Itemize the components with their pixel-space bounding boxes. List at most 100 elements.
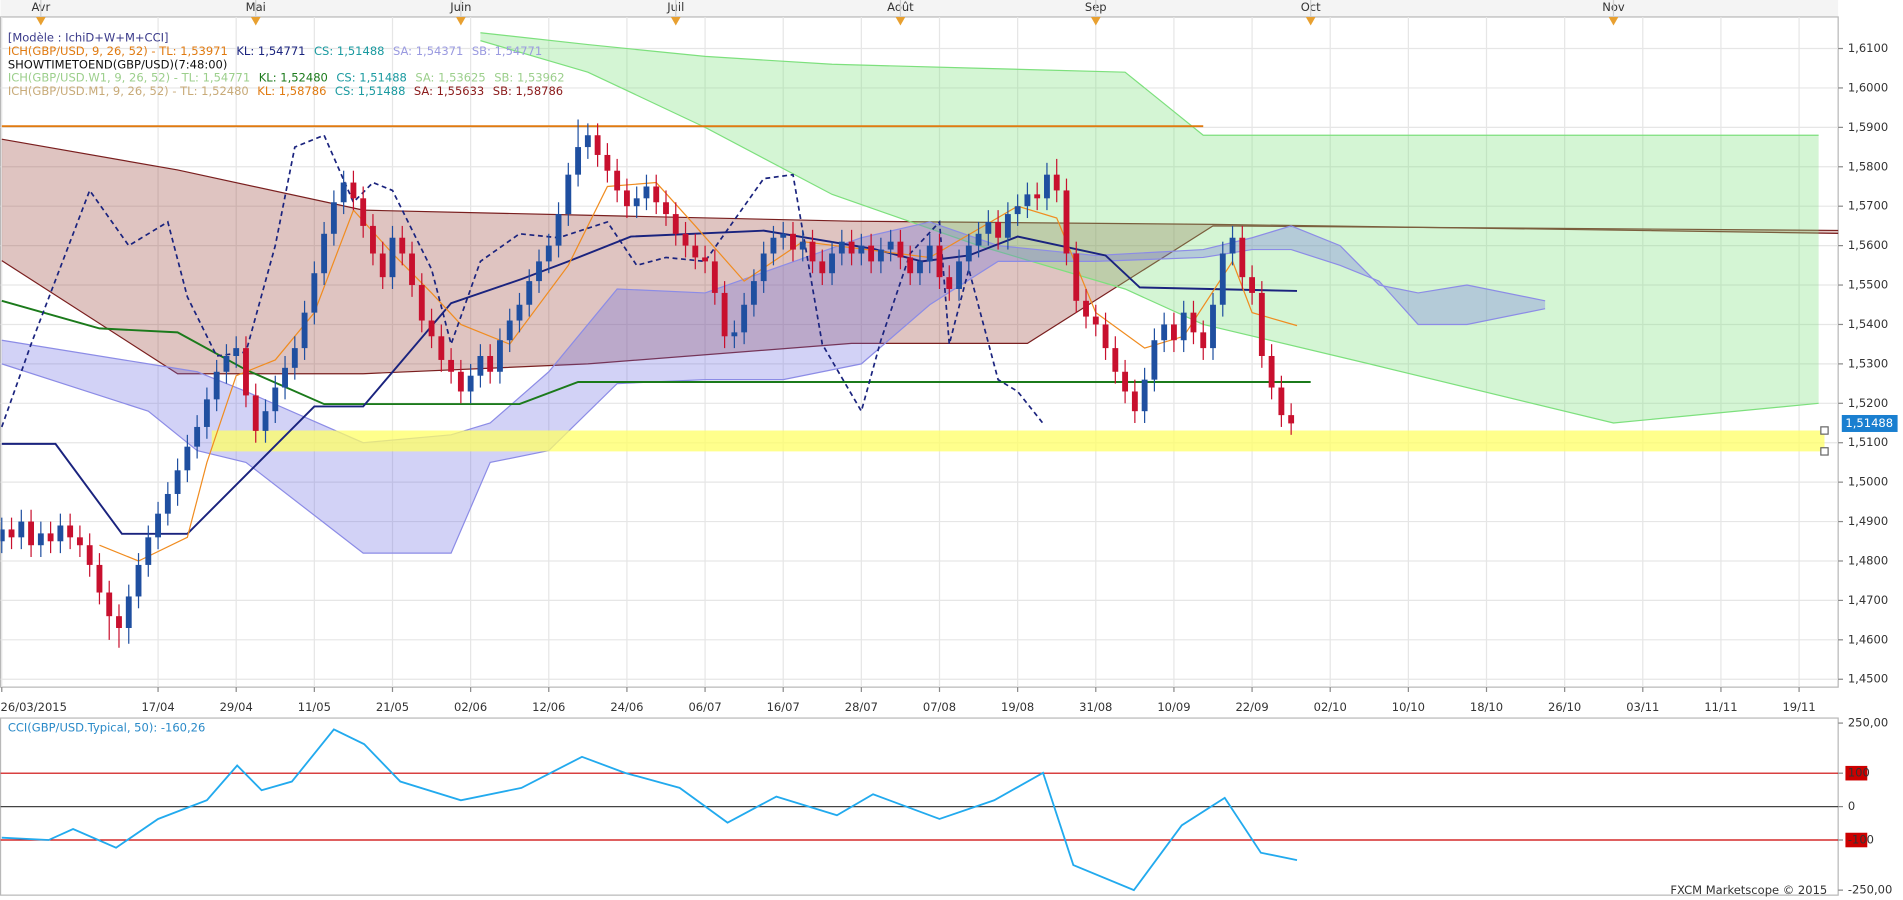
month-marker	[1090, 16, 1101, 26]
candle-body	[1258, 292, 1265, 356]
indicator-part: [Modèle : IchiD+W+M+CCI]	[8, 30, 169, 44]
cci-plot	[0, 728, 1839, 892]
indicator-part: ICH(GBP/USD, 9, 26, 52) - TL: 1,53971	[8, 43, 228, 57]
candle-body	[956, 261, 962, 289]
y-tick-label: 100	[1848, 766, 1870, 780]
candle-body	[907, 257, 914, 274]
candle-body	[155, 513, 161, 538]
candle-body	[1239, 237, 1246, 278]
y-tick-label: 1,5300	[1848, 356, 1888, 370]
candle-body	[0, 529, 5, 542]
candle-body	[116, 616, 122, 628]
candle-body	[516, 304, 523, 321]
candle-body	[67, 525, 74, 538]
candle-body	[370, 225, 376, 254]
x-tick-label: 31/08	[1079, 700, 1112, 714]
x-tick-label: 22/09	[1235, 700, 1268, 714]
candle-body	[672, 214, 679, 234]
last-price-tag	[1841, 414, 1898, 432]
candle-body	[252, 395, 259, 431]
cloud-lower	[1, 225, 1839, 375]
candle-body	[1268, 355, 1275, 388]
candle-body	[428, 320, 435, 337]
candle-body	[623, 190, 630, 207]
candle-body	[135, 564, 142, 597]
y-tick-label: 1,4900	[1848, 514, 1888, 528]
candle-body	[1063, 190, 1070, 254]
candle-body	[164, 493, 171, 514]
candle-body	[760, 253, 767, 282]
indicator-part: CS: 1,51488	[336, 70, 407, 84]
y-tick-label: 1,5000	[1848, 475, 1888, 489]
candle-body	[1141, 379, 1148, 412]
candle-body	[819, 261, 826, 274]
y-tick-label: -100	[1848, 833, 1874, 847]
candle-body	[1092, 316, 1099, 325]
candle-body	[1073, 253, 1080, 301]
x-tick-label: 11/11	[1704, 700, 1737, 714]
indicator-part: SB: 1,54771	[472, 43, 542, 57]
indicator-part: KL: 1,52480	[259, 70, 328, 84]
y-tick-label: 1,5900	[1848, 120, 1888, 134]
candle-body	[379, 253, 386, 278]
x-tick-label: 10/09	[1157, 700, 1190, 714]
month-strip	[0, 0, 1839, 17]
y-tick-label: 1,6000	[1848, 80, 1888, 94]
y-tick-label: 1,5500	[1848, 278, 1888, 292]
candle-body	[653, 186, 660, 203]
y-tick-label: 1,5400	[1848, 317, 1888, 331]
cloud-upper	[480, 32, 1819, 136]
candle-body	[321, 233, 328, 274]
x-tick-label: 28/07	[845, 700, 878, 714]
candle-body	[1151, 340, 1158, 380]
x-tick-label: 26/03/2015	[1, 700, 67, 714]
candle-body	[1278, 387, 1285, 416]
indicator-label: ICH(GBP/USD.W1, 9, 26, 52) - TL: 1,54771…	[8, 70, 565, 84]
candle-body	[28, 521, 35, 546]
price-plot	[0, 16, 1839, 688]
candle-body	[917, 261, 923, 274]
month-marker	[250, 16, 261, 26]
candle-body	[584, 135, 591, 148]
y-tick-label: 1,4700	[1848, 593, 1888, 607]
candle-body	[487, 355, 494, 372]
x-tick-label: 02/10	[1314, 700, 1347, 714]
cloud-lower	[480, 40, 1819, 424]
candle-body	[1190, 312, 1197, 333]
candle-body	[1034, 194, 1041, 199]
candle-body	[506, 320, 513, 341]
x-tick-label: 18/10	[1470, 700, 1503, 714]
candle-body	[1210, 304, 1216, 349]
candle-body	[8, 529, 15, 538]
candle-body	[1044, 174, 1050, 199]
cloud-lower	[1, 248, 1546, 554]
x-tick-label: 12/06	[532, 700, 565, 714]
candle-body	[76, 537, 83, 546]
candle-body	[47, 533, 54, 542]
indicator-label: [Modèle : IchiD+W+M+CCI]	[8, 30, 169, 44]
candle-body	[125, 596, 132, 628]
candle-body	[750, 281, 757, 305]
candle-body	[86, 545, 93, 565]
cci-title: CCI(GBP/USD.Typical, 50): -160,26	[8, 720, 206, 734]
y-tick-label: 1,5600	[1848, 238, 1888, 252]
candle-body	[604, 154, 611, 171]
y-tick-label: 1,4600	[1848, 632, 1888, 646]
candle-body	[291, 348, 298, 368]
candle-body	[457, 371, 464, 392]
candle-body	[663, 202, 669, 215]
y-tick-label: 1,5100	[1848, 435, 1888, 449]
candle-body	[926, 245, 933, 262]
candle-body	[1288, 415, 1295, 424]
indicator-part: CS: 1,51488	[335, 83, 406, 97]
candle-body	[858, 245, 865, 254]
indicator-part: ICH(GBP/USD.W1, 9, 26, 52) - TL: 1,54771	[8, 70, 250, 84]
candle-body	[330, 202, 337, 234]
candle-body	[780, 233, 787, 238]
candle-body	[243, 348, 249, 396]
x-tick-label: 03/11	[1626, 700, 1659, 714]
candle-body	[311, 273, 318, 313]
candle-body	[1249, 277, 1256, 293]
candle-body	[946, 277, 953, 289]
candle-body	[409, 253, 415, 286]
